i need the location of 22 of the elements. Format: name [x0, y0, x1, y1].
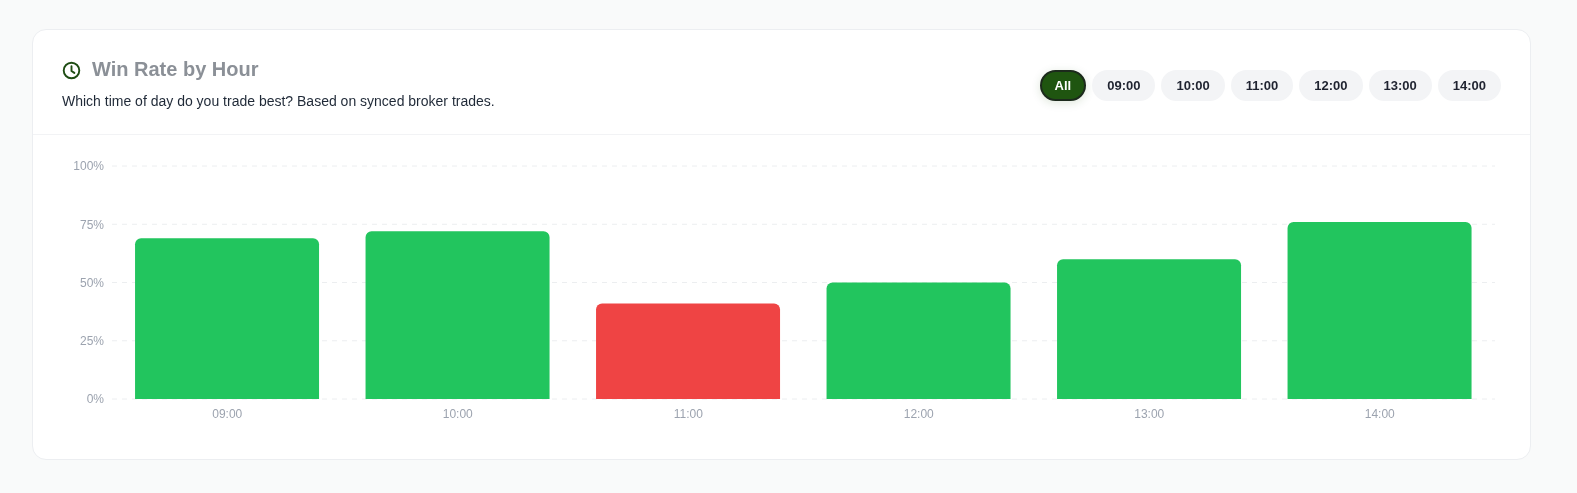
bar: [1057, 259, 1242, 399]
y-tick-label: 0%: [86, 392, 105, 407]
bar: [596, 303, 781, 399]
bar: [1287, 221, 1472, 399]
y-tick-label: 25%: [79, 334, 105, 349]
chart-subtitle: Which time of day do you trade best? Based on synced broker trades.: [62, 93, 495, 109]
chart-title: Win Rate by Hour: [92, 58, 259, 81]
y-tick-label: 75%: [79, 217, 105, 232]
filter-chip[interactable]: 12:00: [1299, 70, 1363, 101]
bar: [135, 238, 320, 399]
filter-chip[interactable]: 10:00: [1161, 70, 1225, 101]
x-tick-label: 09:00: [212, 406, 243, 421]
x-tick-label: 10:00: [442, 406, 474, 421]
x-tick-label: 13:00: [1134, 406, 1165, 421]
filter-chip[interactable]: 09:00: [1092, 70, 1156, 101]
x-tick-label: 12:00: [903, 406, 935, 421]
y-tick-label: 100%: [73, 159, 105, 174]
bar: [365, 231, 550, 399]
y-tick-label: 50%: [79, 275, 105, 290]
x-tick-label: 11:00: [673, 406, 704, 421]
bar: [826, 282, 1011, 399]
x-tick-label: 14:00: [1364, 406, 1396, 421]
